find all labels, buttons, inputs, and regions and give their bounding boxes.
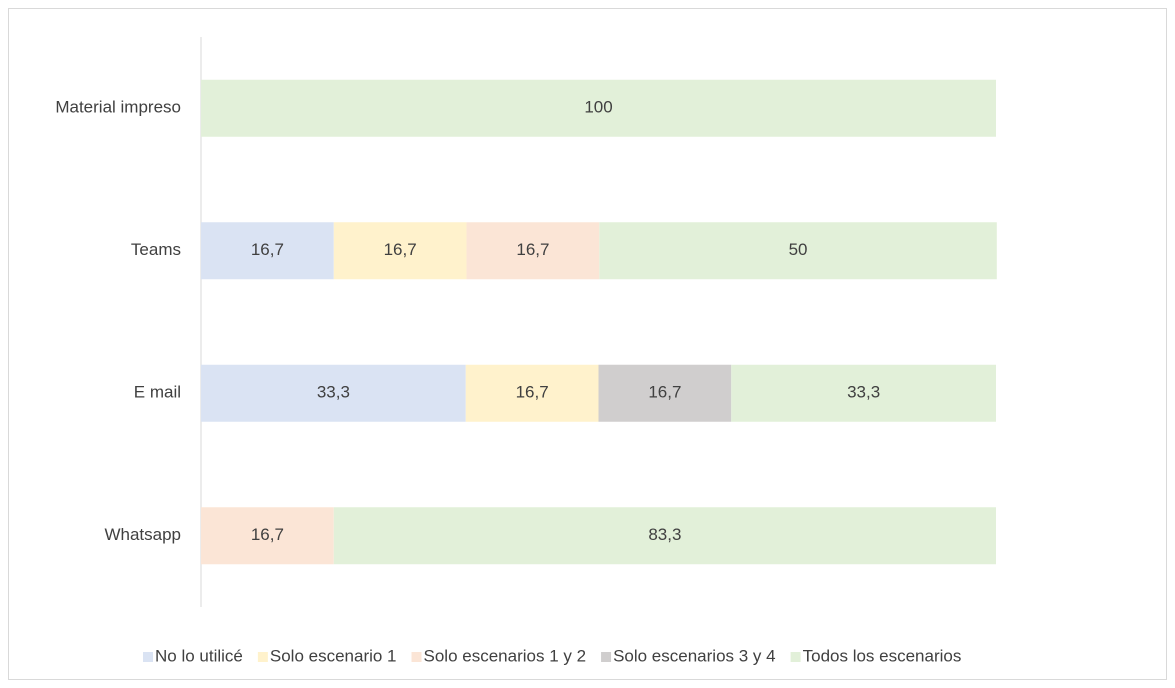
y-tick-label: Whatsapp <box>104 525 181 544</box>
legend-label: Solo escenarios 1 y 2 <box>424 646 587 665</box>
legend-label: Todos los escenarios <box>803 646 962 665</box>
data-label: 83,3 <box>648 525 681 544</box>
data-label: 16,7 <box>251 525 284 544</box>
data-label: 16,7 <box>384 240 417 259</box>
legend-label: No lo utilicé <box>155 646 243 665</box>
bar-segment <box>201 364 466 422</box>
y-tick-label: Material impreso <box>55 98 181 117</box>
data-label: 50 <box>789 240 808 259</box>
legend-swatch <box>411 652 422 662</box>
legend-swatch <box>143 652 153 662</box>
bar-segment <box>333 507 996 565</box>
data-label: 16,7 <box>251 240 284 259</box>
bar-segment <box>731 364 996 422</box>
bar-segment <box>599 222 997 280</box>
bar-segment <box>466 222 600 280</box>
bar-segment <box>201 507 334 565</box>
legend-label: Solo escenarios 3 y 4 <box>613 646 776 665</box>
y-tick-label: Teams <box>131 240 181 259</box>
bar-segment <box>333 222 467 280</box>
data-label: 100 <box>584 98 612 117</box>
legend-swatch <box>601 652 612 662</box>
y-tick-label: E mail <box>134 383 181 402</box>
bar-segment <box>201 79 996 137</box>
bar-segment <box>598 364 732 422</box>
data-label: 16,7 <box>516 240 549 259</box>
data-label: 33,3 <box>847 383 880 402</box>
data-label: 33,3 <box>317 383 350 402</box>
bar-segment <box>201 222 334 280</box>
legend-swatch <box>790 652 801 662</box>
data-label: 16,7 <box>648 383 681 402</box>
data-label: 16,7 <box>516 383 549 402</box>
legend-swatch <box>257 652 268 662</box>
legend-label: Solo escenario 1 <box>270 646 397 665</box>
bar-segment <box>465 364 599 422</box>
